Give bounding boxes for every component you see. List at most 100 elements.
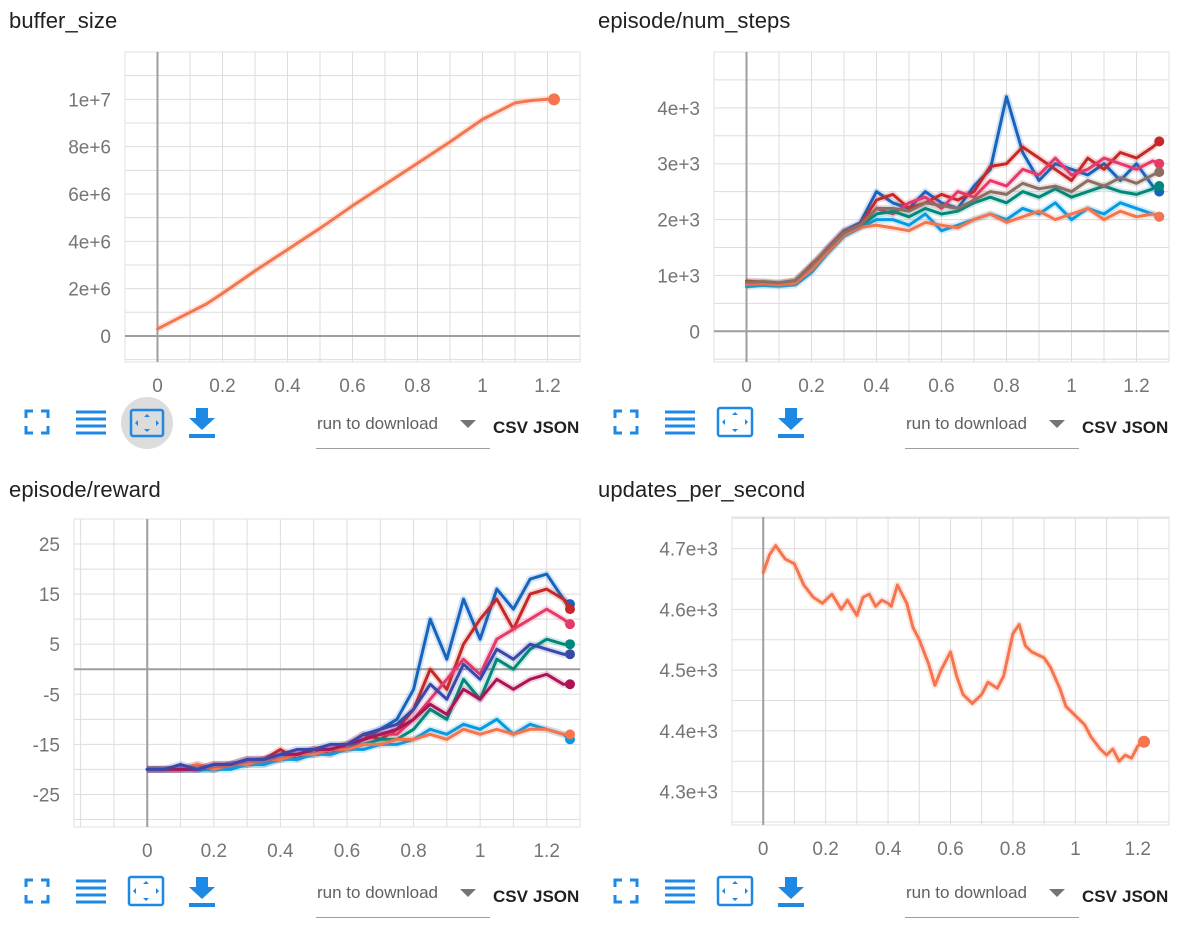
x-tick-label: 1 — [475, 841, 486, 862]
series-end-marker — [1154, 167, 1165, 178]
run-to-download-select[interactable]: run to download — [316, 879, 490, 918]
series-end-marker — [1154, 181, 1165, 192]
series-line — [145, 642, 572, 771]
y-tick-label: 8e+6 — [68, 138, 111, 159]
series-line — [745, 201, 1161, 289]
chart-toolbar: run to download CSV JSON — [589, 400, 1189, 456]
run-select-placeholder: run to download — [317, 883, 438, 902]
chart-plot[interactable]: 0 0.2 0.4 0.6 0.8 1 1.2 0 2e+6 4e+6 6e+6 8e+6 1e+7 — [0, 0, 600, 400]
x-tick-label: 0 — [142, 841, 153, 862]
chart-plot[interactable]: 0 0.2 0.4 0.6 0.8 1 1.2 4.3e+3 4.4e+3 4.5e+3 4.6e+… — [589, 469, 1189, 869]
series-end-marker — [548, 93, 560, 106]
fit-domain-button[interactable] — [121, 397, 173, 449]
json-link[interactable]: JSON — [1122, 418, 1169, 437]
series-end-marker — [1154, 158, 1165, 169]
json-link[interactable]: JSON — [533, 418, 580, 437]
fullscreen-icon — [613, 878, 639, 904]
run-to-download-select[interactable]: run to download — [316, 410, 490, 449]
toggle-log-scale-icon — [665, 410, 695, 435]
x-tick-label: 0 — [152, 376, 163, 397]
plot-frame — [73, 518, 581, 828]
chart-plot[interactable]: 0 0.2 0.4 0.6 0.8 1 1.2 0 1e+3 2e+3 3e+3 4e+3 — [589, 0, 1189, 400]
json-link[interactable]: JSON — [1122, 887, 1169, 906]
csv-link[interactable]: CSV — [493, 887, 528, 906]
series-end-marker — [565, 679, 576, 690]
download-button[interactable] — [771, 402, 811, 442]
fullscreen-button[interactable] — [17, 871, 57, 911]
csv-link[interactable]: CSV — [493, 418, 528, 437]
chevron-down-icon — [1049, 889, 1065, 897]
y-tick-label: 15 — [39, 585, 60, 606]
download-button[interactable] — [182, 402, 222, 442]
download-icon — [778, 877, 804, 907]
csv-link[interactable]: CSV — [1082, 418, 1117, 437]
y-tick-label: 25 — [39, 535, 60, 556]
chevron-down-icon — [460, 420, 476, 428]
toggle-log-scale-button[interactable] — [660, 871, 700, 911]
x-tick-label: 0.8 — [1000, 839, 1026, 860]
toggle-log-scale-icon — [76, 879, 106, 904]
x-tick-label: 0.2 — [812, 839, 838, 860]
chart-title: updates_per_second — [598, 477, 806, 502]
chart-toolbar: run to download CSV JSON — [589, 869, 1189, 925]
series-line — [745, 170, 1161, 285]
x-tick-label: 0.6 — [928, 376, 954, 397]
series-end-marker — [1154, 211, 1165, 222]
chart-plot[interactable]: 0 0.2 0.4 0.6 0.8 1 1.2 -25 -15 -5 5 15 25 — [0, 469, 600, 869]
x-tick-label: 0.4 — [875, 839, 902, 860]
y-tick-label: 2e+3 — [657, 211, 700, 232]
toggle-log-scale-button[interactable] — [71, 402, 111, 442]
y-tick-label: 4.5e+3 — [659, 661, 718, 682]
x-tick-label: 0.6 — [334, 841, 360, 862]
series-end-marker — [565, 729, 576, 740]
chart-card-updates-per-second: updates_per_second 0 0.2 0.4 0.6 0.8 1 1.2 4.3e… — [589, 469, 1189, 938]
fit-domain-button[interactable] — [715, 402, 755, 442]
series-end-marker — [565, 639, 576, 650]
fullscreen-button[interactable] — [17, 402, 57, 442]
x-tick-label: 0.8 — [400, 841, 426, 862]
y-tick-label: -15 — [33, 735, 60, 756]
chart-card-buffer-size: buffer_size 0 0.2 0.4 0.6 0.8 1 1.2 0 2e+6 4e+6 6e… — [0, 0, 600, 469]
y-tick-label: 1e+3 — [657, 266, 700, 287]
x-tick-label: 0.4 — [863, 376, 890, 397]
fit-domain-button[interactable] — [715, 871, 755, 911]
plot-frame — [713, 51, 1170, 363]
plot-frame — [731, 516, 1170, 826]
x-tick-label: 0 — [758, 839, 769, 860]
series-end-marker — [1138, 735, 1151, 748]
x-tick-label: 0.6 — [937, 839, 963, 860]
fit-domain-icon — [716, 406, 754, 438]
y-tick-label: 5 — [49, 635, 60, 656]
x-tick-label: 0.2 — [798, 376, 824, 397]
grid — [124, 51, 581, 362]
fullscreen-button[interactable] — [606, 402, 646, 442]
toggle-log-scale-button[interactable] — [71, 871, 111, 911]
x-tick-label: 1.2 — [1125, 839, 1151, 860]
fullscreen-button[interactable] — [606, 871, 646, 911]
x-tick-label: 0.4 — [267, 841, 294, 862]
chevron-down-icon — [1049, 420, 1065, 428]
json-link[interactable]: JSON — [533, 887, 580, 906]
download-icon — [778, 408, 804, 438]
y-tick-label: 4.3e+3 — [659, 783, 718, 804]
fit-domain-icon — [127, 875, 165, 907]
run-to-download-select[interactable]: run to download — [905, 879, 1079, 918]
fit-domain-icon — [129, 408, 165, 438]
csv-link[interactable]: CSV — [1082, 887, 1117, 906]
y-tick-label: -5 — [43, 685, 60, 706]
x-tick-label: 0 — [741, 376, 752, 397]
fit-domain-button[interactable] — [126, 871, 166, 911]
y-tick-label: 0 — [100, 327, 111, 348]
chart-toolbar: run to download CSV JSON — [0, 397, 600, 456]
chart-title: episode/num_steps — [598, 8, 791, 33]
series-shadow — [155, 95, 554, 333]
fullscreen-icon — [24, 409, 50, 435]
download-button[interactable] — [182, 871, 222, 911]
series-end-marker — [565, 649, 576, 660]
download-button[interactable] — [771, 871, 811, 911]
run-to-download-select[interactable]: run to download — [905, 410, 1079, 449]
fit-domain-icon — [716, 875, 754, 907]
toggle-log-scale-button[interactable] — [660, 402, 700, 442]
x-tick-label: 1 — [1066, 376, 1077, 397]
y-tick-label: 4e+3 — [657, 99, 700, 120]
